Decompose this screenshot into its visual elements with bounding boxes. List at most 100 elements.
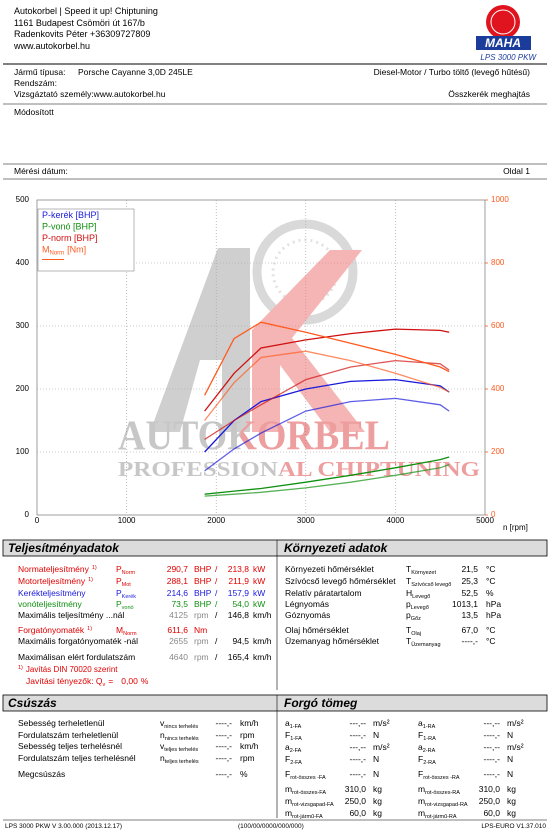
value: ----,- [215, 769, 232, 779]
value: ----,- [215, 741, 232, 751]
unit: BHP [194, 576, 212, 586]
x-tick-label: 1000 [118, 516, 136, 525]
legend-entry: MNorm [Nm] [42, 245, 86, 256]
symbol: mrot-jármű-RA [418, 809, 457, 821]
symbol-subscript: Szívócső levegő [411, 582, 452, 588]
value: ----,- [215, 718, 232, 728]
symbol-letter: F [418, 754, 424, 764]
symbol-letter: T [406, 636, 412, 646]
symbol-letter: M [116, 625, 124, 635]
unit: N [507, 754, 514, 764]
symbol-letter: P [116, 564, 122, 574]
symbol: TSzívócső levegő [406, 577, 451, 589]
symbol-letter: a [418, 718, 423, 728]
symbol-subscript: Norm [123, 631, 137, 637]
symbol-subscript: 2-RA [423, 760, 436, 766]
x-tick-label: 3000 [297, 516, 315, 525]
value: 213,8 [227, 564, 249, 574]
correction-factor: Javítási tényezők: Qv = 0,00% [26, 677, 148, 689]
symbol-subscript: 1-FA [290, 736, 302, 742]
symbol-subscript: rot-vizsgapad-RA [425, 802, 468, 808]
value: 52,5 [461, 588, 478, 598]
unit: rpm [240, 753, 255, 763]
x-tick-label: 5000 [476, 516, 494, 525]
unit: m/s² [507, 742, 524, 752]
row-label: Forgatónyomaték 1) [18, 625, 93, 635]
value: 73,5 [171, 599, 188, 609]
value: ---,-- [349, 718, 366, 728]
curve [204, 463, 450, 497]
factor-subscript: v [102, 682, 106, 688]
date-label: Mérési dátum: [14, 166, 68, 176]
separator: / [215, 588, 218, 598]
row-label: vonóteljesítmény [18, 599, 82, 609]
symbol-letter: m [285, 796, 293, 806]
symbol-letter: a [418, 742, 423, 752]
symbol-letter: m [418, 808, 426, 818]
symbol-subscript: Üzemanyag [411, 642, 441, 648]
separator: / [215, 652, 218, 662]
legend-box [37, 208, 135, 272]
row-label: Olaj hőmérséklet [285, 625, 349, 635]
symbol-subscript: rot-jármű-FA [292, 814, 323, 820]
company-line: Radenkovits Péter +36309727809 [14, 29, 151, 39]
logo-model: LPS 3000 PKW [480, 53, 537, 62]
symbol: TOlaj [406, 626, 421, 638]
symbol: MNorm [116, 626, 137, 638]
unit: kW [253, 588, 266, 598]
legend-name: M [42, 245, 50, 255]
legend-subscript: Norm [50, 250, 65, 256]
curve [204, 397, 450, 472]
value: 146,8 [227, 610, 249, 620]
value: ---,-- [349, 742, 366, 752]
symbol-subscript: rot-összes -FA [290, 775, 326, 781]
separator: / [215, 576, 218, 586]
value: ----,- [349, 769, 366, 779]
symbol-subscript: Norm [121, 570, 136, 576]
value: 290,7 [166, 564, 188, 574]
footnote: 1) Javítás DIN 70020 szerint [18, 665, 118, 674]
symbol-letter: F [285, 754, 291, 764]
symbol-letter: F [418, 769, 424, 779]
symbol-letter: m [418, 796, 426, 806]
footer-right: LPS-EURO V1.37.010 [481, 823, 546, 830]
company-line: Autokorbel | Speed it up! Chiptuning [14, 6, 158, 16]
value: 67,0 [461, 625, 478, 635]
symbol-letter: F [418, 730, 424, 740]
value: ----,- [483, 730, 500, 740]
symbol: Pvonó [116, 600, 134, 612]
y-tick-label: 400 [16, 258, 30, 267]
symbol-subscript: rot-jármű-RA [425, 814, 457, 820]
section-bar [2, 539, 548, 557]
separator: / [215, 564, 218, 574]
vehicle-type: Porsche Cayanne 3,0D 245LE [78, 67, 193, 77]
unit: °C [486, 636, 496, 646]
value: 250,0 [344, 796, 366, 806]
value: ----,- [349, 730, 366, 740]
symbol-letter: P [116, 599, 122, 609]
unit: km/h [253, 636, 272, 646]
unit: °C [486, 564, 496, 574]
symbol: vnincs terhelés [160, 719, 198, 731]
symbol-subscript: rot-vizsgapad-FA [292, 802, 334, 808]
unit: °C [486, 625, 496, 635]
value: 288,1 [166, 576, 188, 586]
row-label: Szívócső levegő hőmérséklet [285, 576, 396, 586]
row-label: Fordulatszám teljes terhelésnél [18, 753, 136, 763]
logo-brand: MAHA [485, 36, 521, 50]
value: 310,0 [344, 784, 366, 794]
unit: m/s² [507, 718, 524, 728]
x-tick-label: 4000 [387, 516, 405, 525]
unit: kg [373, 796, 382, 806]
legend-name: P-kerék [BHP] [42, 210, 99, 220]
x-tick-label: 2000 [207, 516, 225, 525]
symbol-letter: H [406, 588, 413, 598]
symbol-subscript: Környezet [411, 570, 436, 576]
logo-ring [490, 9, 516, 35]
plate-label: Rendszám: [14, 78, 57, 88]
symbol: a2-RA [418, 743, 435, 755]
footnote-mark: 1) [88, 577, 93, 583]
row-label: Motorteljesítmény 1) [18, 576, 93, 586]
value: ----,- [483, 754, 500, 764]
